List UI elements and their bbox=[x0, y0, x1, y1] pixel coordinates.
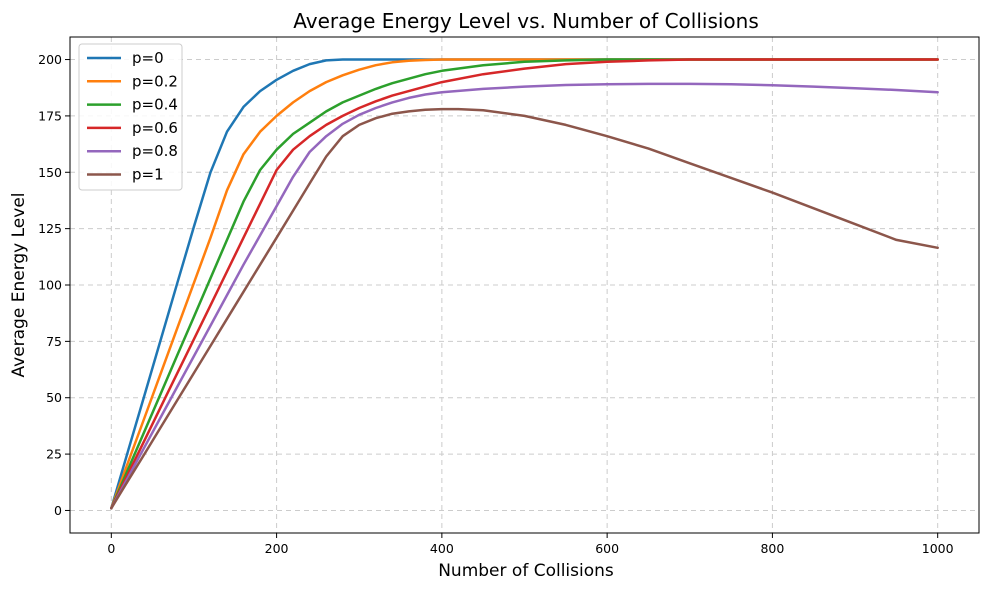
x-tick-label: 600 bbox=[595, 541, 619, 556]
series-line-p-0-8 bbox=[110, 82, 939, 510]
x-tick-label: 400 bbox=[430, 541, 454, 556]
x-tick-label: 200 bbox=[265, 541, 289, 556]
y-tick-label: 25 bbox=[46, 447, 62, 462]
y-axis-label: Average Energy Level bbox=[9, 192, 29, 377]
y-tick-label: 175 bbox=[38, 108, 62, 123]
legend-label: p=0.4 bbox=[132, 96, 178, 114]
series-layer bbox=[110, 58, 939, 510]
legend-label: p=1 bbox=[132, 166, 164, 184]
legend: p=0 p=0.2 p=0.4 p=0.6 p=0.8 p=1 bbox=[78, 43, 183, 191]
legend-label: p=0.6 bbox=[132, 119, 178, 137]
x-tick-label: 0 bbox=[107, 541, 115, 556]
y-tick-label: 0 bbox=[54, 503, 62, 518]
legend-label: p=0.2 bbox=[132, 72, 178, 90]
legend-box bbox=[78, 43, 183, 191]
y-tick-label: 200 bbox=[38, 52, 62, 67]
y-tick-label: 125 bbox=[38, 221, 62, 236]
x-tick-label: 800 bbox=[760, 541, 784, 556]
chart-title: Average Energy Level vs. Number of Colli… bbox=[293, 9, 759, 33]
tick-layer: 0 200 400 600 800 1000 0 25 50 75 100 125 150 175 200 bbox=[38, 52, 953, 556]
series-line-p-0-6 bbox=[110, 58, 939, 510]
x-axis-label: Number of Collisions bbox=[438, 561, 614, 581]
y-tick-label: 50 bbox=[46, 390, 62, 405]
legend-label: p=0.8 bbox=[132, 142, 178, 160]
series-line-p-1 bbox=[110, 107, 939, 510]
y-tick-label: 75 bbox=[46, 334, 62, 349]
x-tick-label: 1000 bbox=[922, 541, 954, 556]
series-line-p-0-4 bbox=[110, 58, 939, 510]
y-tick-label: 100 bbox=[38, 278, 62, 293]
y-tick-label: 150 bbox=[38, 165, 62, 180]
legend-label: p=0 bbox=[132, 49, 164, 67]
